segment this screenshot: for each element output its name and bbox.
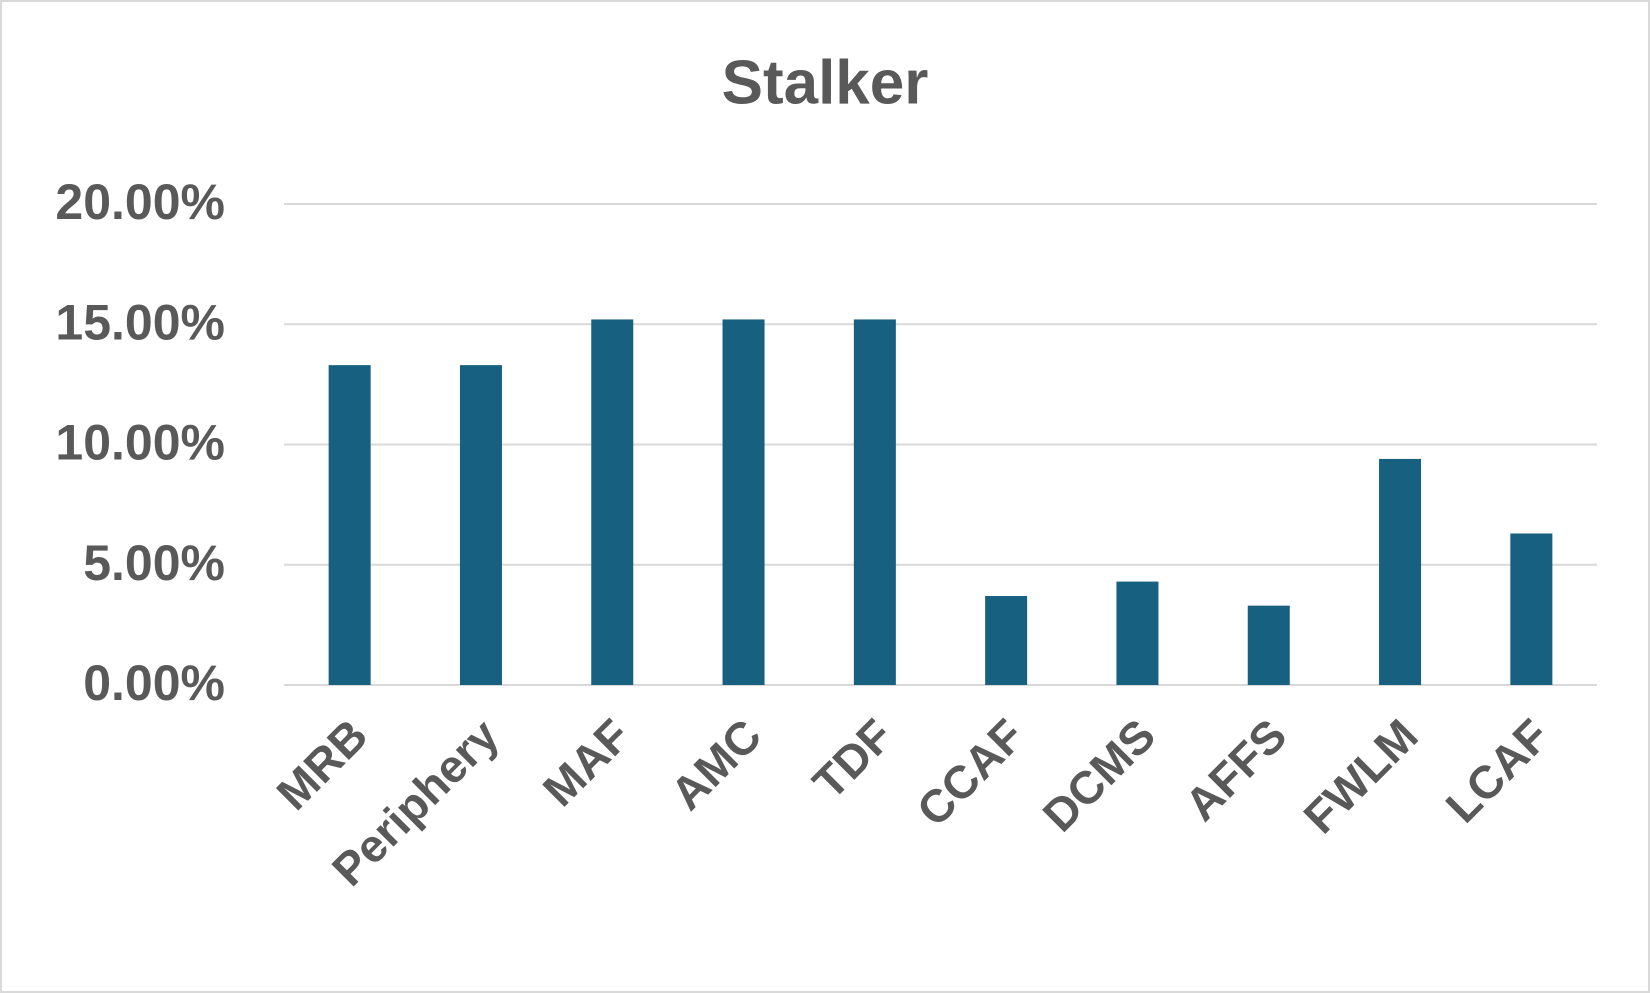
y-tick-label: 5.00%: [83, 535, 225, 591]
y-tick-label: 15.00%: [55, 294, 225, 350]
bar: [328, 365, 371, 685]
bar: [1379, 458, 1422, 685]
bar: [1247, 605, 1290, 685]
bar: [853, 319, 896, 685]
y-tick-label: 20.00%: [55, 174, 225, 230]
bar: [722, 319, 765, 685]
y-tick-label: 0.00%: [83, 655, 225, 711]
bar: [591, 319, 634, 685]
bar: [1510, 533, 1553, 685]
bar: [985, 596, 1028, 685]
chart-title: Stalker: [722, 48, 929, 117]
y-tick-label: 10.00%: [55, 415, 225, 471]
bar: [1116, 581, 1159, 685]
bar: [459, 365, 502, 685]
